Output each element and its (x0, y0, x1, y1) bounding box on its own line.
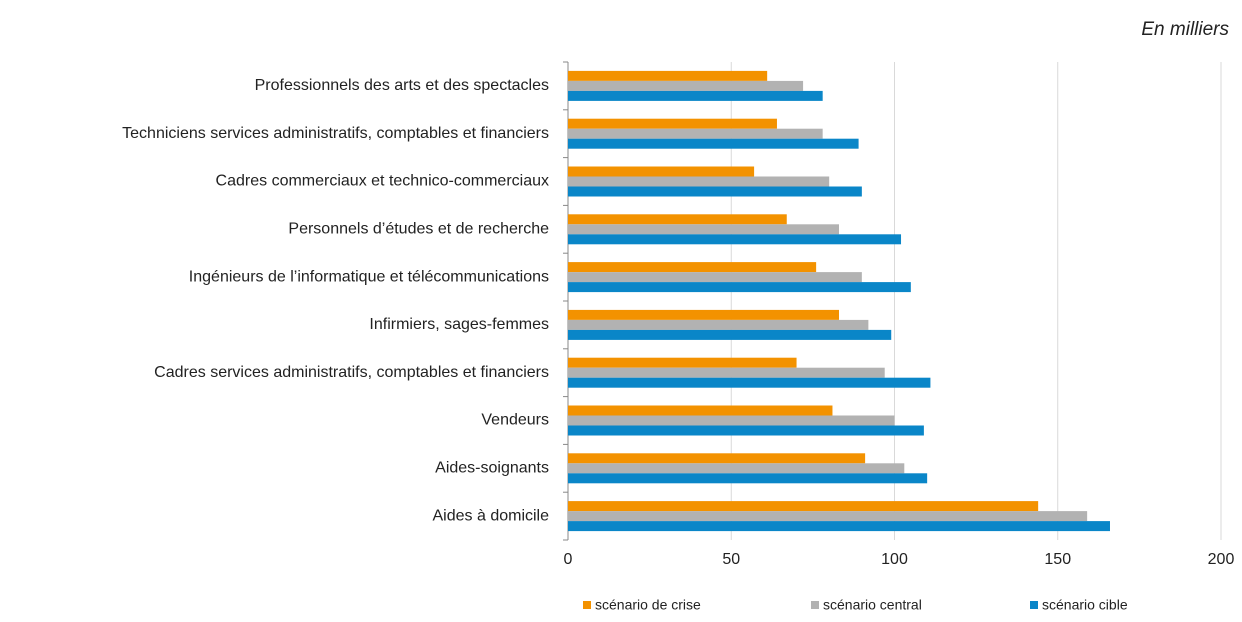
bar (568, 501, 1039, 512)
bar (568, 473, 928, 484)
y-tick-label: Vendeurs (481, 412, 549, 429)
bar (568, 118, 777, 129)
bar (568, 463, 905, 474)
legend-swatch (811, 601, 819, 609)
x-tick-label: 200 (1208, 551, 1235, 568)
y-tick-label: Aides à domicile (433, 507, 550, 524)
x-tick-label: 50 (722, 551, 740, 568)
y-tick-label: Ingénieurs de l’informatique et télécomm… (189, 268, 549, 285)
x-tick-label: 150 (1044, 551, 1071, 568)
bar (568, 262, 817, 273)
x-tick-label: 0 (564, 551, 573, 568)
bar (568, 128, 823, 139)
bar (568, 90, 823, 101)
bar (568, 176, 830, 187)
subtitle: En milliers (1141, 19, 1229, 40)
legend-swatch (583, 601, 591, 609)
y-tick-label: Infirmiers, sages-femmes (369, 316, 549, 333)
bar (568, 329, 892, 340)
bar (568, 357, 797, 368)
x-tick-label: 100 (881, 551, 908, 568)
y-tick-label: Cadres services administratifs, comptabl… (154, 364, 549, 381)
bar (568, 70, 768, 81)
y-tick-label: Techniciens services administratifs, com… (122, 125, 549, 142)
bar (568, 186, 862, 197)
bar (568, 272, 862, 283)
bar (568, 521, 1110, 532)
bar (568, 405, 833, 416)
bar (568, 415, 895, 426)
legend-label: scénario central (823, 597, 922, 613)
bar (568, 234, 902, 245)
bar (568, 367, 885, 378)
bar (568, 80, 804, 91)
bar (568, 214, 787, 225)
bar (568, 309, 839, 320)
bar (568, 166, 755, 177)
legend-swatch (1030, 601, 1038, 609)
bar (568, 138, 859, 149)
y-tick-label: Aides-soignants (435, 460, 549, 477)
bar (568, 511, 1088, 522)
bar (568, 453, 866, 464)
bar (568, 224, 839, 235)
bar (568, 282, 911, 293)
legend-label: scénario de crise (595, 597, 701, 613)
bar (568, 319, 869, 330)
y-tick-label: Professionnels des arts et des spectacle… (255, 77, 549, 94)
bar (568, 425, 924, 436)
y-tick-label: Personnels d’études et de recherche (288, 221, 549, 238)
legend-label: scénario cible (1042, 597, 1128, 613)
bar (568, 377, 931, 388)
y-tick-label: Cadres commerciaux et technico-commercia… (216, 173, 549, 190)
